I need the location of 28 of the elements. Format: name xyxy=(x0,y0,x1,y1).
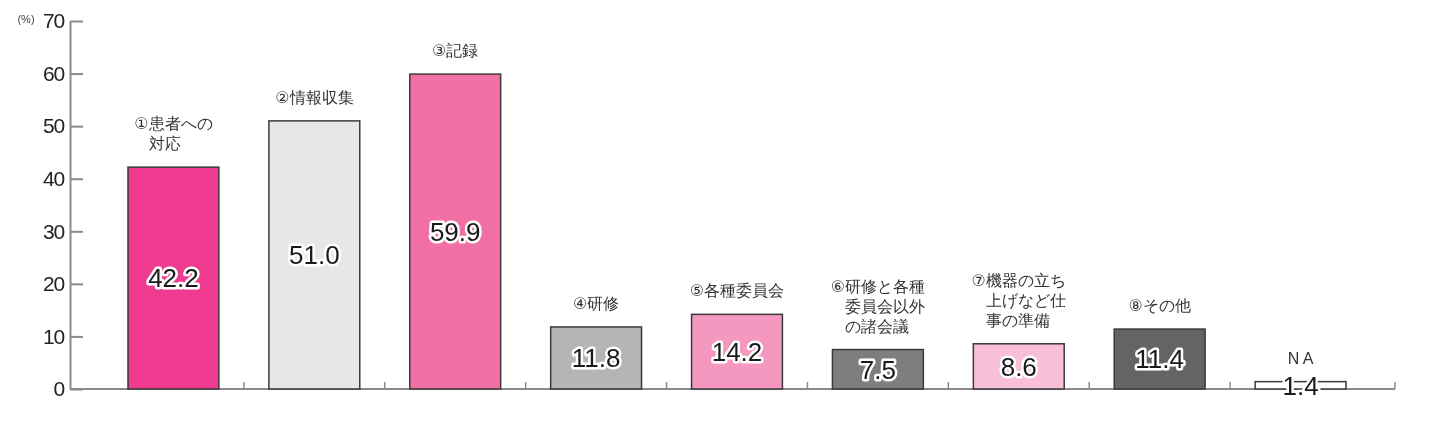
data-label: 11.8 xyxy=(571,343,621,374)
y-tick-label: 40 xyxy=(43,166,65,190)
data-label: 8.6 xyxy=(1000,351,1037,382)
y-tick-label: 60 xyxy=(43,61,65,85)
y-tick-label: 70 xyxy=(43,9,65,33)
data-label: 42.2 xyxy=(148,263,199,294)
y-tick-label: 30 xyxy=(43,219,65,243)
x-tick-label: ⑥研修と各種委員会以外の諸会議 xyxy=(830,277,926,335)
bar xyxy=(127,166,220,390)
bar xyxy=(268,120,361,390)
bar xyxy=(409,73,502,390)
y-tick-label: 10 xyxy=(43,324,65,348)
x-tick-label: N A xyxy=(1287,349,1314,367)
y-axis-title: (%) xyxy=(17,13,35,25)
x-tick-label: ⑦機器の立ち上げなど仕事の準備 xyxy=(971,271,1066,329)
data-label: 59.9 xyxy=(429,216,481,247)
data-label: 51.0 xyxy=(289,240,340,271)
x-tick-label: ③記録 xyxy=(432,42,479,60)
x-tick-label: ①患者への対応 xyxy=(134,115,213,153)
data-label: 7.5 xyxy=(859,354,896,385)
data-label: 14.2 xyxy=(711,337,763,368)
x-tick-label: ②情報収集 xyxy=(275,88,354,106)
x-tick-label: ④研修 xyxy=(572,294,620,312)
y-tick-label: 0 xyxy=(53,377,65,401)
x-tick-label: ⑤各種委員会 xyxy=(689,282,785,300)
y-tick-label: 50 xyxy=(43,114,65,138)
y-tick-label: 20 xyxy=(43,272,65,296)
x-tick-label: ⑧その他 xyxy=(1128,297,1191,315)
